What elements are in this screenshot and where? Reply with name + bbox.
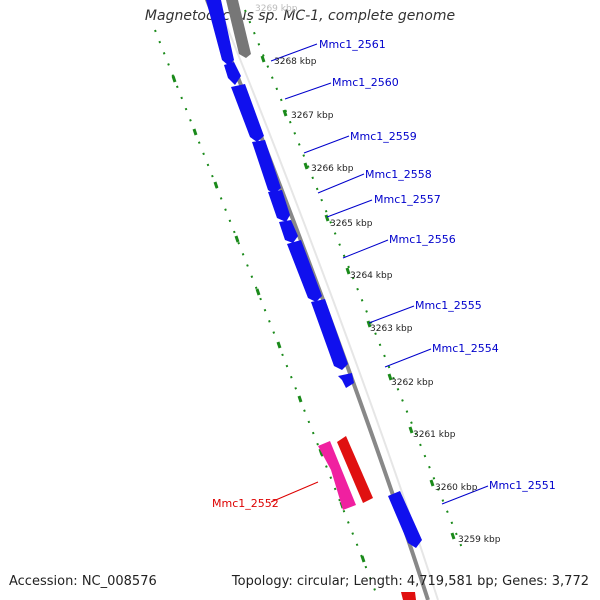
gene-block[interactable] bbox=[224, 62, 241, 85]
gene-label[interactable]: Mmc1_2557 bbox=[374, 193, 441, 206]
gene-block[interactable] bbox=[268, 190, 290, 222]
accession-text: Accession: NC_008576 bbox=[9, 574, 157, 589]
gray-gene-block[interactable] bbox=[226, 0, 251, 58]
gene-label[interactable]: Mmc1_2551 bbox=[489, 479, 556, 492]
gene-block[interactable] bbox=[311, 299, 348, 370]
summary-text: Topology: circular; Length: 4,719,581 bp… bbox=[231, 574, 589, 589]
gene-label[interactable]: Mmc1_2555 bbox=[415, 299, 482, 312]
scale-label: 3259 kbp bbox=[458, 535, 501, 545]
gene-label[interactable]: Mmc1_2556 bbox=[389, 233, 456, 246]
scale-label: 3268 kbp bbox=[274, 57, 317, 67]
scale-labels: 3269 kbp 3268 kbp 3267 kbp 3266 kbp 3265… bbox=[255, 4, 501, 545]
inner-ring-major-ticks bbox=[260, 55, 456, 540]
label-callout-red bbox=[270, 481, 319, 503]
gene-label[interactable]: Mmc1_2558 bbox=[365, 168, 432, 181]
scale-label: 3264 kbp bbox=[350, 271, 393, 281]
gene-block[interactable] bbox=[338, 373, 354, 388]
red-gene-block[interactable] bbox=[337, 436, 373, 503]
gene-block[interactable] bbox=[388, 491, 422, 548]
gene-block[interactable] bbox=[231, 84, 264, 142]
scale-label: 3262 kbp bbox=[391, 378, 434, 388]
outer-tick-ring bbox=[154, 29, 379, 599]
gene-label[interactable]: Mmc1_2554 bbox=[432, 342, 499, 355]
gene-label[interactable]: Mmc1_2559 bbox=[350, 130, 417, 143]
scale-label: 3267 kbp bbox=[291, 111, 334, 121]
gene-label-red[interactable]: Mmc1_2552 bbox=[212, 497, 279, 510]
scale-label: 3263 kbp bbox=[370, 324, 413, 334]
gene-label[interactable]: Mmc1_2561 bbox=[319, 38, 386, 51]
scale-label: 3265 kbp bbox=[330, 219, 373, 229]
scale-label: 3269 kbp bbox=[255, 4, 298, 14]
gene-label[interactable]: Mmc1_2560 bbox=[332, 76, 399, 89]
gene-block[interactable] bbox=[252, 140, 281, 194]
scale-label: 3261 kbp bbox=[413, 430, 456, 440]
label-callouts bbox=[270, 43, 489, 505]
gene-block[interactable] bbox=[287, 240, 322, 302]
scale-label: 3260 kbp bbox=[435, 483, 478, 493]
pink-gene-block[interactable] bbox=[318, 441, 356, 510]
gene-labels: Mmc1_2561 Mmc1_2560 Mmc1_2559 Mmc1_2558 … bbox=[319, 38, 556, 492]
gene-block[interactable] bbox=[279, 220, 298, 243]
inner-tick-ring bbox=[244, 9, 463, 549]
forward-genes bbox=[206, 0, 422, 548]
red-gene-partial[interactable] bbox=[401, 592, 416, 600]
scale-label: 3266 kbp bbox=[311, 164, 354, 174]
gene-block[interactable] bbox=[206, 0, 234, 66]
